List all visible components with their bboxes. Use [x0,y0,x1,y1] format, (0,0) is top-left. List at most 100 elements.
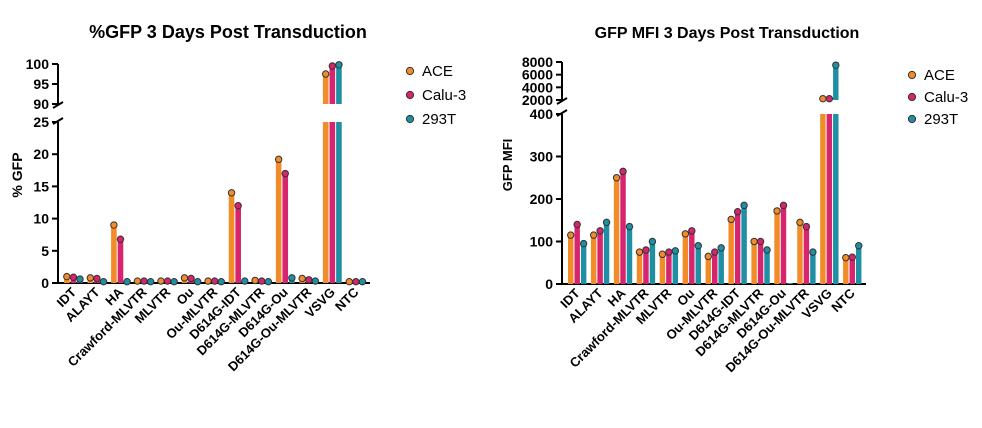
bar [689,230,695,284]
data-point [251,276,259,285]
legend-label: Calu-3 [924,89,968,106]
chart-title: GFP MFI 3 Days Post Transduction [595,25,860,42]
data-point [796,218,804,227]
data-point [740,201,748,210]
legend-marker [405,114,415,124]
data-point [180,274,189,282]
y-tick-label: 95 [33,76,49,92]
y-tick-label: 4000 [522,79,553,95]
legend-label: Calu-3 [422,87,466,104]
data-point [298,274,306,283]
bar [843,257,849,284]
y-axis-label: GFP MFI [500,139,515,191]
bar [329,66,336,104]
data-point [648,237,657,246]
bar [620,171,626,284]
bar [235,205,241,283]
data-point [322,70,330,78]
data-point [241,277,249,285]
data-point [288,274,296,282]
y-tick-label: 100 [530,234,554,250]
bar [810,252,816,284]
y-tick-label: 25 [33,114,49,130]
bar [659,254,666,284]
x-tick-label: NTC [828,285,858,315]
data-point [704,252,712,261]
data-point [311,277,320,285]
data-point [264,278,273,286]
y-tick-label: 200 [530,191,554,207]
data-point [671,247,680,255]
legend-marker [405,66,415,76]
data-point [694,242,702,250]
bar [787,283,793,284]
data-point [711,248,719,256]
y-tick-label: 20 [33,146,49,162]
bar [803,226,810,284]
data-point [779,201,788,210]
bar [705,256,711,284]
data-point [855,242,863,250]
legend-marker [907,92,917,102]
data-point [352,278,360,286]
data-point [727,215,735,224]
bar [774,210,780,284]
bar [666,252,672,284]
bar [322,122,329,283]
data-point [658,250,667,258]
data-point [227,189,236,197]
bar [826,114,833,284]
data-point [756,237,765,246]
bar [574,224,580,284]
bar [626,226,633,284]
data-point [635,248,644,256]
bar [718,247,724,284]
chart-gfp-percent: %GFP 3 Days Post Transduction % GFP 0 5 10… [9,22,466,374]
data-point [733,208,742,216]
bar [741,205,747,284]
data-point [345,278,353,286]
data-point [86,274,95,282]
data-point [763,246,771,254]
bar [649,241,656,284]
data-point [194,278,202,286]
data-point [274,155,283,164]
bar [282,173,289,283]
legend-label: ACE [924,67,955,84]
y-tick-label: 90 [33,96,49,112]
data-point [146,278,155,286]
data-point [123,278,131,286]
bar [275,159,282,283]
legend-label: 293T [924,111,958,128]
bar [764,250,770,284]
data-point [665,248,673,256]
bar [643,250,649,284]
data-point [163,277,172,285]
legend: ACE Calu-3 293T [405,63,466,128]
bar [580,243,587,284]
bar [855,245,862,284]
legend-label: 293T [422,111,456,128]
data-point [305,276,313,284]
data-point [688,227,696,235]
y-tick-label: 100 [26,56,50,72]
y-tick-label: 10 [33,211,49,227]
data-point [612,174,621,182]
data-point [842,253,850,262]
bar [711,252,718,284]
chart-title: %GFP 3 Days Post Transduction [89,22,367,42]
data-point [802,222,811,231]
data-point [234,202,242,210]
bar [757,241,764,284]
data-point [825,95,834,103]
data-point [750,237,758,246]
y-tick-label: 8000 [522,54,553,70]
data-point [717,244,725,252]
bar [695,245,701,284]
bar [613,177,620,284]
bar [336,122,342,283]
